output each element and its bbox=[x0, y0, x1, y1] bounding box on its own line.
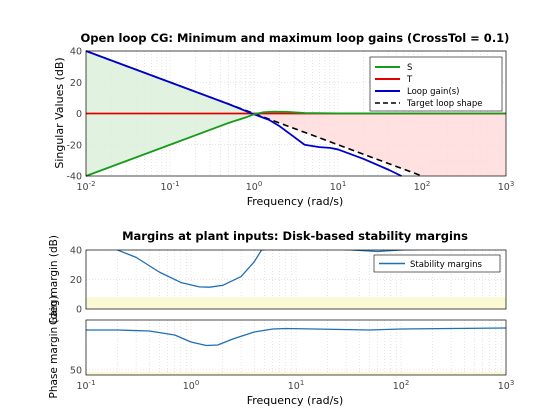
chart2-bands bbox=[86, 297, 506, 375]
chart2-xtick-label: 10-1 bbox=[76, 379, 95, 392]
chart1-xtick-label: 102 bbox=[414, 180, 431, 193]
chart1-ytick-label: 40 bbox=[70, 47, 82, 58]
chart2-gain-axes-box bbox=[85, 249, 507, 310]
chart2-xtick-label: 100 bbox=[183, 379, 200, 392]
legend-label-loop-gain: Loop gain(s) bbox=[407, 87, 460, 97]
chart2-legend: Stability margins bbox=[373, 254, 501, 273]
chart2-phase-series-group bbox=[86, 327, 506, 347]
chart1-ytick-label: -20 bbox=[66, 140, 82, 151]
chart2-gain-ylabel: Gain margin (dB) bbox=[48, 235, 60, 325]
chart1-series bbox=[85, 50, 506, 177]
chart2-phase-ylabel: Phase margin (deg) bbox=[48, 295, 60, 398]
chart1-xtick-label: 101 bbox=[330, 180, 347, 193]
chart1-ytick-label: 0 bbox=[76, 109, 82, 120]
legend-label-stability: Stability margins bbox=[410, 260, 482, 270]
chart2-xlabel: Frequency (rad/s) bbox=[247, 394, 344, 407]
chart1-ytick-label: -40 bbox=[66, 172, 82, 183]
chart2-phase-ytick-label: 50 bbox=[70, 366, 82, 377]
chart1-xlabel: Frequency (rad/s) bbox=[247, 195, 344, 208]
chart2-phase-band bbox=[86, 372, 506, 375]
legend-label-s: S bbox=[407, 63, 412, 73]
chart2-phase-axes-box bbox=[85, 319, 507, 376]
chart1-xtick-label: 103 bbox=[498, 180, 515, 193]
chart2-gain-ytick-label: 40 bbox=[70, 246, 82, 257]
chart1-region-1 bbox=[254, 113, 506, 176]
chart2-series bbox=[86, 250, 506, 347]
chart2-gain-ytick-label: 0 bbox=[76, 305, 82, 316]
legend-label-target: Target loop shape bbox=[406, 99, 483, 109]
chart2-xtick-label: 101 bbox=[288, 379, 305, 392]
chart2-ticks: 40 20 0 50 10-1 100 101 102 103 bbox=[70, 246, 514, 393]
chart1-xtick-label: 10-1 bbox=[160, 180, 179, 193]
chart2-gain-ytick-label: 20 bbox=[70, 275, 82, 286]
chart2-xtick-label: 102 bbox=[393, 379, 410, 392]
chart2-phase-series-stability bbox=[86, 327, 506, 347]
chart1-ticks: 10-2 10-1 100 101 102 103 40 20 0 -20 -40 bbox=[66, 47, 514, 194]
chart2-gain-band bbox=[86, 297, 506, 309]
chart1-axes-box bbox=[85, 50, 507, 177]
chart1-ytick-label: 20 bbox=[70, 78, 82, 89]
chart2-gain-series-group bbox=[117, 250, 424, 288]
chart2-xtick-label: 103 bbox=[498, 379, 515, 392]
chart2-gain-series-stability bbox=[117, 250, 424, 288]
chart1-series-s bbox=[85, 110, 506, 177]
chart1-legend: S T Loop gain(s) Target loop shape bbox=[369, 56, 503, 112]
chart1-series-loop-gain bbox=[85, 50, 402, 177]
chart1-xtick-label: 100 bbox=[246, 180, 263, 193]
chart2-title: Margins at plant inputs: Disk-based stab… bbox=[122, 229, 468, 243]
chart1-ylabel: Singular Values (dB) bbox=[53, 57, 66, 168]
chart1-xtick-label: 10-2 bbox=[76, 180, 95, 193]
chart1-title: Open loop CG: Minimum and maximum loop g… bbox=[81, 31, 510, 45]
legend-label-t: T bbox=[406, 75, 413, 85]
